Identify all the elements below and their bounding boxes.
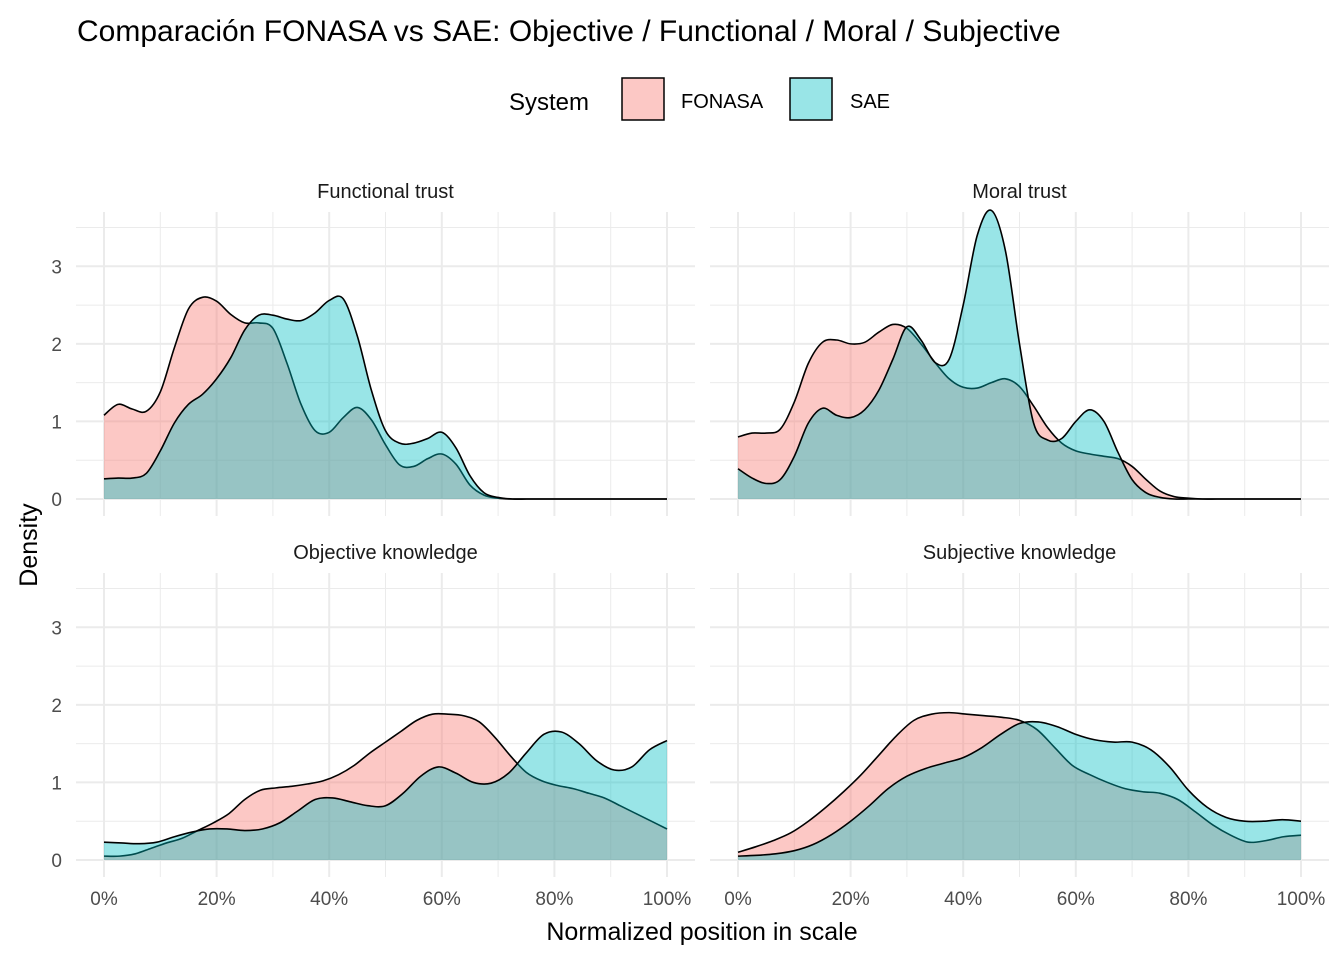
chart-title: Comparación FONASA vs SAE: Objective / F… — [77, 15, 1061, 48]
density-area-sae — [738, 210, 1301, 500]
legend-label-fonasa: FONASA — [681, 91, 764, 113]
density-area-fonasa — [104, 296, 667, 500]
x-tick-label: 20% — [832, 889, 870, 910]
y-tick-label: 1 — [51, 412, 62, 433]
facet-label: Moral trust — [972, 181, 1067, 203]
density-line-sae — [737, 720, 1302, 857]
x-tick-label: 100% — [643, 889, 692, 910]
legend-swatch-sae — [789, 77, 833, 121]
y-tick-label: 0 — [51, 490, 62, 511]
x-tick-label: 0% — [724, 889, 752, 910]
panel-functional-trust: Functional trust 0 1 2 3 — [51, 181, 695, 516]
legend-title: System — [509, 89, 589, 116]
y-tick-label: 2 — [51, 335, 62, 356]
facet-label: Functional trust — [317, 181, 454, 203]
x-tick-label: 100% — [1277, 889, 1326, 910]
density-line-sae — [103, 730, 668, 845]
density-area-fonasa — [738, 712, 1301, 860]
panel-moral-trust: Moral trust — [710, 181, 1329, 516]
facet-label: Subjective knowledge — [923, 542, 1116, 564]
density-area-sae — [738, 721, 1301, 860]
x-tick-label: 40% — [310, 889, 348, 910]
panel-subjective-knowledge: Subjective knowledge 0% 20% 40% 60% 80% 100% — [710, 542, 1329, 910]
facet-label: Objective knowledge — [293, 542, 478, 564]
density-line-sae — [737, 209, 1301, 500]
x-tick-label: 40% — [944, 889, 982, 910]
x-tick-label: 0% — [90, 889, 118, 910]
legend-swatch-fonasa — [621, 77, 665, 121]
x-tick-label: 80% — [535, 889, 573, 910]
x-tick-label: 80% — [1169, 889, 1207, 910]
y-tick-label: 1 — [51, 773, 62, 794]
legend: System FONASA SAE — [509, 77, 890, 121]
density-line-fonasa — [737, 711, 1302, 854]
y-tick-label: 2 — [51, 696, 62, 717]
legend-label-sae: SAE — [850, 91, 890, 113]
density-area-sae — [104, 296, 667, 500]
y-tick-label: 3 — [51, 618, 62, 639]
density-line-sae — [103, 295, 667, 500]
density-area-fonasa — [104, 713, 667, 860]
x-tick-label: 60% — [423, 889, 461, 910]
y-tick-label: 0 — [51, 851, 62, 872]
x-tick-label: 20% — [198, 889, 236, 910]
y-tick-label: 3 — [51, 257, 62, 278]
x-axis-title: Normalized position in scale — [546, 918, 857, 946]
density-area-fonasa — [738, 324, 1301, 500]
panel-objective-knowledge: Objective knowledge 0 1 2 3 0% 20% 40% 60% 80% 100… — [51, 542, 695, 910]
density-area-sae — [104, 731, 667, 860]
y-axis-title: Density — [15, 503, 43, 587]
x-tick-label: 60% — [1057, 889, 1095, 910]
